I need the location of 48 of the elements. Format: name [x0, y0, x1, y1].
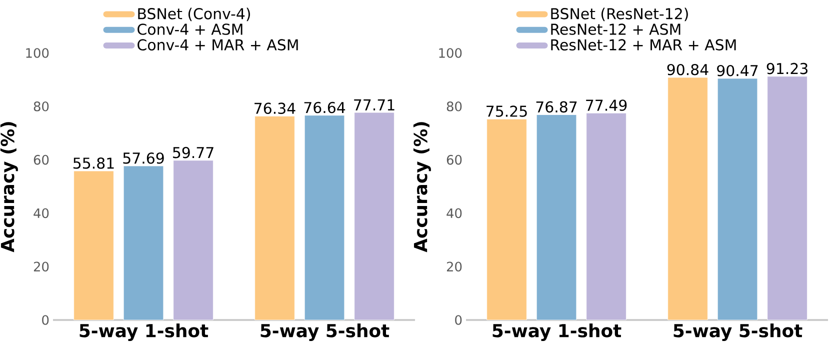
data-label: 59.77	[173, 146, 214, 158]
legend-label: Conv-4 + MAR + ASM	[138, 39, 298, 50]
y-tick-label: 80	[34, 102, 49, 112]
data-label: 90.84	[667, 64, 708, 76]
y-tick-label: 20	[34, 262, 49, 272]
y-axis-title: Accuracy (%)	[413, 122, 431, 252]
bar	[717, 78, 758, 320]
data-label: 76.64	[304, 102, 346, 114]
legend-label: Conv-4 + ASM	[138, 24, 242, 35]
bar	[304, 115, 345, 320]
bar	[254, 116, 295, 320]
y-tick-label: 80	[446, 102, 462, 112]
data-label: 55.81	[73, 157, 114, 169]
x-tick-label: 5-way 5-shot	[674, 324, 802, 342]
bar	[123, 166, 164, 320]
x-tick-label: 5-way 1-shot	[80, 324, 208, 342]
bar	[354, 112, 394, 320]
bar	[536, 114, 577, 320]
x-tick-label: 5-way 5-shot	[260, 324, 390, 342]
legend-label: ResNet-12 + MAR + ASM	[551, 39, 736, 50]
legend-label: BSNet (Conv-4)	[138, 8, 250, 22]
y-tick-label: 100	[26, 48, 49, 58]
data-label: 90.47	[717, 64, 758, 76]
y-tick-label: 0	[455, 315, 462, 325]
bar	[173, 160, 214, 320]
y-tick-label: 40	[446, 208, 462, 218]
data-label: 76.34	[254, 102, 296, 114]
data-label: 57.69	[123, 152, 164, 164]
data-label: 77.49	[586, 100, 627, 111]
bar	[668, 77, 708, 320]
bar	[767, 76, 808, 320]
data-label: 76.87	[536, 101, 577, 113]
x-tick-label: 5-way 1-shot	[492, 324, 622, 342]
y-axis-title: Accuracy (%)	[0, 122, 18, 252]
bar	[486, 118, 527, 320]
legend-label: BSNet (ResNet-12)	[551, 8, 688, 22]
y-tick-label: 40	[34, 208, 49, 218]
bar	[586, 112, 626, 320]
y-tick-label: 100	[439, 48, 462, 58]
data-label: 77.71	[354, 99, 394, 110]
legend-label: ResNet-12 + ASM	[551, 24, 680, 35]
bar	[74, 170, 114, 320]
y-tick-label: 60	[446, 154, 462, 165]
y-tick-label: 20	[446, 262, 462, 272]
data-label: 75.25	[486, 106, 527, 117]
y-tick-label: 0	[42, 315, 49, 325]
data-label: 91.23	[766, 62, 808, 74]
y-tick-label: 60	[34, 154, 49, 165]
